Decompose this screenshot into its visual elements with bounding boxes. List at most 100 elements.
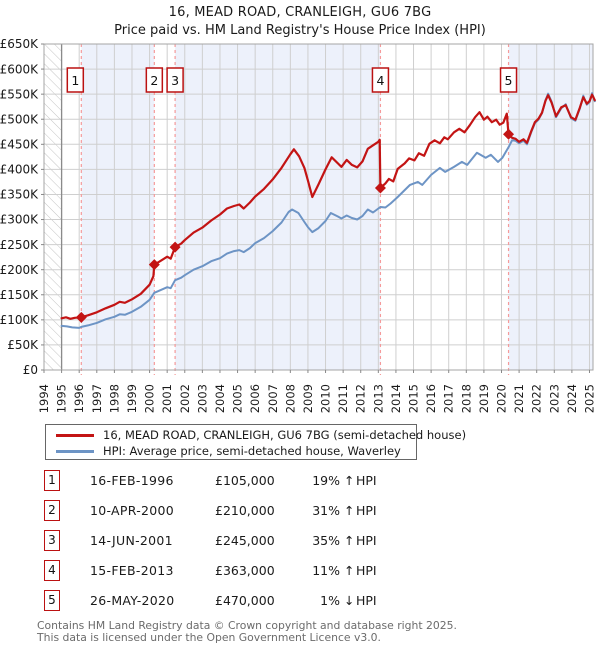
svg-text:2014: 2014 (389, 384, 403, 413)
sale-vs-hpi-label: HPI (356, 473, 377, 488)
svg-text:2010: 2010 (319, 384, 333, 413)
ownership-shading (81, 44, 593, 370)
svg-text:£500K: £500K (0, 112, 39, 126)
sale-vs-hpi-label: HPI (356, 563, 377, 578)
svg-text:£250K: £250K (0, 238, 39, 252)
price-line-swatch (56, 433, 94, 437)
svg-text:£400K: £400K (0, 163, 39, 177)
svg-text:£450K: £450K (0, 138, 39, 152)
sale-vs-hpi-label: HPI (356, 533, 377, 548)
svg-text:2000: 2000 (143, 384, 157, 413)
sale-price: £363,000 (215, 563, 275, 578)
footer-licence: This data is licensed under the Open Gov… (37, 631, 381, 644)
arrow-down-icon: ↓ (344, 593, 355, 608)
sale-vs-hpi-percent: 11% (312, 563, 340, 578)
price-history-chart: £0 £50K £100K £150K £200K £250K £300K £350K £400… (0, 37, 597, 413)
table-row: 4 15-FEB-2013 £363,000 11% ↑ HPI (0, 560, 600, 582)
hpi-line-swatch (56, 449, 94, 453)
svg-text:2012: 2012 (354, 384, 368, 413)
svg-text:2019: 2019 (477, 384, 491, 413)
footer-copyright: Contains HM Land Registry data © Crown c… (37, 619, 457, 632)
sale-date: 16-FEB-1996 (90, 473, 174, 488)
svg-text:3: 3 (171, 73, 179, 88)
sale-vs-hpi-label: HPI (356, 503, 377, 518)
sale-number-badge: 3 (44, 530, 60, 551)
sale-price: £470,000 (215, 593, 275, 608)
arrow-up-icon: ↑ (344, 533, 355, 548)
svg-text:2007: 2007 (266, 384, 280, 413)
sale-vs-hpi-percent: 1% (320, 593, 340, 608)
table-row: 1 16-FEB-1996 £105,000 19% ↑ HPI (0, 470, 600, 492)
svg-text:2016: 2016 (424, 384, 438, 413)
sale-number-badge: 5 (44, 590, 60, 611)
svg-text:£600K: £600K (0, 62, 39, 76)
svg-text:1: 1 (71, 73, 79, 88)
sale-date: 14-JUN-2001 (90, 533, 173, 548)
sale-date: 26-MAY-2020 (90, 593, 175, 608)
arrow-up-icon: ↑ (344, 473, 355, 488)
sale-markers (75, 128, 515, 323)
svg-text:2024: 2024 (565, 384, 579, 413)
x-axis-labels: 1994 1995 1996 1997 1998 1999 2000 2001 2002 2003… (37, 384, 596, 413)
svg-text:2002: 2002 (178, 384, 192, 413)
sale-price: £105,000 (215, 473, 275, 488)
svg-text:2009: 2009 (301, 384, 315, 413)
svg-text:2005: 2005 (231, 384, 245, 413)
svg-text:1999: 1999 (125, 384, 139, 413)
sale-vs-hpi-label: HPI (356, 593, 377, 608)
plot-border (43, 43, 594, 371)
svg-text:£200K: £200K (0, 263, 39, 277)
legend-label-price: 16, MEAD ROAD, CRANLEIGH, GU6 7BG (semi-… (103, 428, 467, 442)
svg-text:£350K: £350K (0, 188, 39, 202)
svg-text:2001: 2001 (160, 384, 174, 413)
sale-vs-hpi-percent: 31% (312, 503, 340, 518)
legend-item-price: 16, MEAD ROAD, CRANLEIGH, GU6 7BG (semi-… (46, 427, 466, 443)
svg-text:1996: 1996 (72, 384, 86, 413)
svg-text:£100K: £100K (0, 313, 39, 327)
page-subtitle: Price paid vs. HM Land Registry's House … (114, 23, 486, 38)
arrow-up-icon: ↑ (344, 503, 355, 518)
table-row: 2 10-APR-2000 £210,000 31% ↑ HPI (0, 500, 600, 522)
sale-vs-hpi-percent: 19% (312, 473, 340, 488)
svg-text:£50K: £50K (7, 338, 39, 352)
svg-text:1997: 1997 (90, 384, 104, 413)
svg-text:£300K: £300K (0, 213, 39, 227)
sale-date-lines (80, 44, 510, 375)
svg-text:1998: 1998 (107, 384, 121, 413)
svg-text:4: 4 (376, 73, 384, 88)
svg-text:£650K: £650K (0, 37, 39, 51)
svg-text:2021: 2021 (512, 384, 526, 413)
svg-text:2003: 2003 (195, 384, 209, 413)
table-row: 5 26-MAY-2020 £470,000 1% ↓ HPI (0, 590, 600, 612)
svg-text:2022: 2022 (530, 384, 544, 413)
arrow-up-icon: ↑ (344, 563, 355, 578)
svg-text:2004: 2004 (213, 384, 227, 413)
svg-text:2: 2 (150, 73, 158, 88)
svg-text:2017: 2017 (442, 384, 456, 413)
svg-text:2006: 2006 (248, 384, 262, 413)
svg-text:1994: 1994 (37, 384, 51, 413)
svg-text:2025: 2025 (583, 384, 597, 413)
svg-text:1995: 1995 (55, 384, 69, 413)
svg-text:2008: 2008 (283, 384, 297, 413)
sale-vs-hpi-percent: 35% (312, 533, 340, 548)
sale-date: 10-APR-2000 (90, 503, 175, 518)
svg-text:5: 5 (505, 73, 513, 88)
svg-text:2020: 2020 (495, 384, 509, 413)
sale-number-badge: 1 (44, 470, 60, 491)
page-title: 16, MEAD ROAD, CRANLEIGH, GU6 7BG (168, 5, 432, 20)
legend-item-hpi: HPI: Average price, semi-detached house,… (46, 443, 401, 459)
svg-text:2013: 2013 (371, 384, 385, 413)
sale-price: £210,000 (215, 503, 275, 518)
y-axis-labels: £0 £50K £100K £150K £200K £250K £300K £350K £400… (0, 37, 39, 377)
axis-ticks (41, 43, 590, 373)
svg-text:2011: 2011 (336, 384, 350, 413)
sale-number-badge: 2 (44, 500, 60, 521)
sale-date: 15-FEB-2013 (90, 563, 174, 578)
gridlines (43, 43, 593, 371)
sale-price: £245,000 (215, 533, 275, 548)
sale-number-badge: 4 (44, 560, 60, 581)
svg-text:£0: £0 (23, 363, 38, 377)
